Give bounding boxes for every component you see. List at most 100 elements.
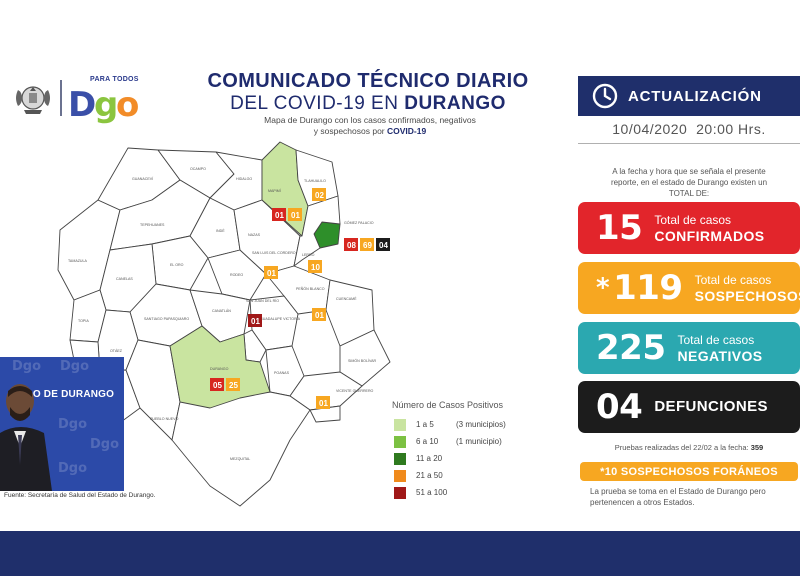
logo-divider	[60, 80, 62, 116]
foreign-suspects-note: La prueba se toma en el Estado de Durang…	[590, 487, 766, 507]
badge-durango-a	[210, 378, 224, 391]
label-san-luis-cordero: SAN LUIS DEL CORDERO	[252, 251, 296, 255]
badge-gomez-a-text: 08	[347, 241, 356, 250]
label-guanacevi: GUANACEVÍ	[132, 177, 153, 181]
label-penon-blanco: PEÑÓN BLANCO	[296, 286, 325, 291]
municipality-rodeo	[207, 249, 267, 301]
municipality-mezquital	[171, 391, 311, 507]
stat-deaths-label: DEFUNCIONES	[654, 398, 768, 415]
report-intro: A la fecha y hora que se señala el prese…	[610, 167, 768, 198]
legend-swatch	[394, 435, 406, 448]
title-bold: DURANGO	[404, 93, 506, 114]
video-banner-title: ADO DE DURANGO	[18, 389, 115, 400]
legend-swatch	[394, 469, 406, 482]
legend-item: 11 a 20	[392, 450, 562, 467]
video-watermark: Dgo	[58, 461, 88, 476]
stat-suspected-line2: SOSPECHOSOS	[694, 288, 800, 304]
subtitle-bold: COVID-19	[387, 126, 427, 136]
stat-confirmed-line2: CONFIRMADOS	[654, 228, 765, 244]
page-title-line2: DEL COVID-19 EN DURANGO	[186, 93, 550, 115]
label-el-oro: EL ORO	[170, 263, 184, 267]
badge-vicente-text: 01	[319, 399, 328, 408]
tests-label: Pruebas realizadas del 22/02 a la fecha:	[614, 443, 749, 452]
legend-note: (3 municipios)	[456, 420, 506, 429]
badge-mapimi-b-text: 01	[291, 211, 300, 220]
label-tepehuanes: TEPEHUANES	[140, 223, 165, 227]
legend-note: (1 municipio)	[456, 437, 502, 446]
video-watermark: Dgo	[60, 359, 90, 374]
municipality-simon-bolivar	[339, 329, 391, 387]
stat-deaths: 04 DEFUNCIONES	[578, 381, 800, 433]
svg-text:o: o	[116, 85, 139, 124]
badge-tlahualilo	[312, 188, 326, 201]
update-divider	[578, 143, 800, 144]
stat-deaths-value: 04	[596, 387, 643, 427]
label-guadalupe-victoria: GUADALUPE VICTORIA	[260, 317, 301, 321]
label-canatlan: CANATLÁN	[212, 309, 231, 313]
legend-label: 51 a 100	[416, 488, 448, 497]
stat-confirmed-value: 15	[596, 208, 643, 248]
badge-gomez-c-text: 04	[379, 241, 388, 250]
video-watermark: Dgo	[90, 437, 120, 452]
page-subtitle: Mapa de Durango con los casos confirmado…	[230, 115, 510, 137]
stat-negative: 225 Total de casos NEGATIVOS	[578, 322, 800, 374]
legend-swatch	[394, 452, 406, 465]
label-ocampo: OCAMPO	[190, 167, 206, 171]
label-tlahualilo: TLAHUALILO	[304, 179, 326, 183]
tests-value: 359	[750, 443, 764, 452]
stat-negative-line1: Total de casos	[677, 333, 755, 347]
svg-text:g: g	[94, 85, 118, 124]
municipality-durango	[169, 325, 271, 409]
state-seal-logo	[16, 86, 50, 114]
badge-gomez-b-text: 69	[363, 241, 372, 250]
label-mezquital: MEZQUITAL	[230, 457, 250, 461]
update-label: ACTUALIZACIÓN	[628, 87, 762, 105]
legend-title: Número de Casos Positivos	[392, 400, 504, 410]
svg-text:D: D	[68, 85, 96, 124]
stat-negative-value: 225	[596, 328, 666, 368]
badge-durango-a-text: 05	[213, 381, 222, 390]
dgo-wordmark: D g o	[68, 85, 139, 124]
badge-lerdo-text: 10	[311, 263, 320, 272]
badge-vicente	[316, 396, 330, 409]
legend-label: 21 a 50	[416, 471, 443, 480]
legend-swatch	[394, 486, 406, 499]
legend-item: 51 a 100	[392, 484, 562, 501]
legend-label: 11 a 20	[416, 454, 443, 463]
page-title: COMUNICADO TÉCNICO DIARIO	[207, 70, 529, 92]
stat-negative-line2: NEGATIVOS	[677, 348, 763, 364]
video-watermark: Dgo	[58, 417, 88, 432]
subtitle-line2: y sospechosos por	[313, 126, 385, 136]
badge-durango-b	[226, 378, 240, 391]
update-date: 10/04/2020	[612, 121, 688, 137]
video-watermark: Dgo	[12, 359, 42, 374]
brand-tagline: PARA TODOS	[90, 76, 139, 83]
bottom-bar	[0, 531, 800, 576]
update-datetime: 10/04/2020 20:00 Hrs.	[578, 121, 800, 137]
label-pueblo-nuevo: PUEBLO NUEVO	[150, 417, 179, 421]
badge-mapimi-b	[288, 208, 302, 221]
legend-item: 1 a 5 (3 municipios)	[392, 416, 562, 433]
map-legend: Número de Casos Positivos 1 a 5 (3 munici…	[392, 400, 562, 501]
label-canelas: CANELAS	[116, 277, 133, 281]
label-otaez: OTÁEZ	[110, 349, 123, 353]
label-lerdo: LERDO	[302, 253, 315, 257]
badge-lerdo	[308, 260, 322, 273]
stat-suspected-value: 119	[613, 268, 683, 308]
stat-suspected: * 119 Total de casos SOSPECHOSOS	[578, 262, 800, 314]
durango-map: TAMAZULA GUANACEVÍ OCAMPO HIDALGO TEPEHU…	[57, 141, 391, 507]
title-prefix: DEL COVID-19 EN	[230, 93, 399, 114]
label-cuencame: CUENCAMÉ	[336, 296, 357, 301]
badge-gomez-a	[344, 238, 358, 251]
source-note: Fuente: Secretaría de Salud del Estado d…	[4, 492, 156, 499]
badge-gomez-c	[376, 238, 390, 251]
case-badges: 01 01 02 08 69 04 10 01 01 01 05 25 01	[210, 188, 390, 409]
badge-mapimi-a-text: 01	[275, 211, 284, 220]
label-poanas: POANAS	[274, 371, 290, 375]
label-topia: TOPIA	[78, 319, 89, 323]
label-san-juan-rio: SAN JUAN DEL RÍO	[246, 299, 279, 303]
badge-gomez-b	[360, 238, 374, 251]
badge-durango-b-text: 25	[229, 381, 238, 390]
stat-confirmed-line1: Total de casos	[654, 213, 732, 227]
label-gomez-palacio: GÓMEZ PALACIO	[344, 220, 374, 225]
